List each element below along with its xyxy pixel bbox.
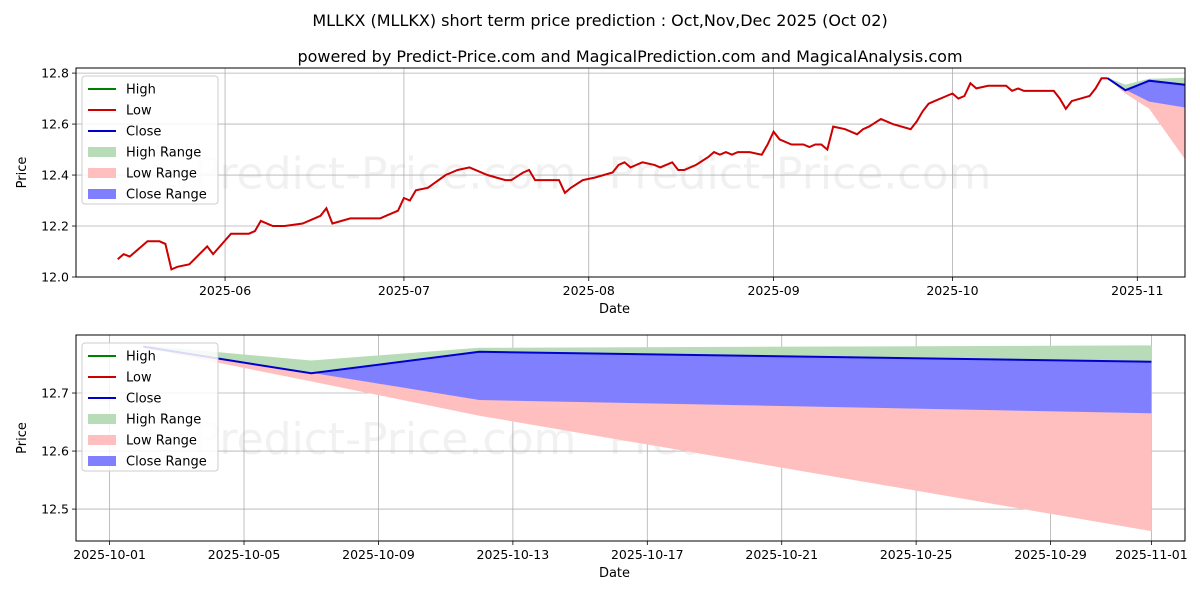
x-tick-label: 2025-11 <box>1111 283 1163 298</box>
legend-entry-label: Close <box>126 392 161 407</box>
legend: High Low Close High Range Low Range Close Ran… <box>81 342 219 472</box>
legend-entry-label: Low Range <box>126 434 197 449</box>
x-tick-label: 2025-11-01 <box>1115 547 1188 562</box>
y-tick-label: 12.0 <box>41 270 69 285</box>
y-tick-label: 12.6 <box>41 117 69 132</box>
plot-frame <box>75 334 1186 542</box>
chart-title: MLLKX (MLLKX) short term price predictio… <box>312 11 887 30</box>
y-tick-label: 12.5 <box>41 502 69 517</box>
x-tick-label: 2025-09 <box>747 283 799 298</box>
legend-entry-label: High Range <box>126 146 201 161</box>
watermark: Predict-Price.com Predict-Price.com <box>194 149 992 200</box>
legend-entry-label: High <box>126 350 156 365</box>
x-tick-label: 2025-08 <box>563 283 615 298</box>
plot-frame <box>75 67 1186 278</box>
x-tick-label: 2025-10-29 <box>1014 547 1087 562</box>
x-tick-label: 2025-10 <box>926 283 978 298</box>
watermark-text: Predict-Price.com <box>194 149 577 200</box>
x-tick-label: 2025-06 <box>199 283 251 298</box>
x-tick-label: 2025-10-09 <box>342 547 415 562</box>
x-tick-label: 2025-10-13 <box>477 547 550 562</box>
close-series-line <box>1106 77 1186 92</box>
x-tick-label: 2025-10-25 <box>880 547 953 562</box>
legend-entry-label: High <box>126 83 156 98</box>
close-range-band <box>1107 78 1185 108</box>
history-chart-panel: Predict-Price.com Predict-Price.com 2025-0… <box>15 66 1186 317</box>
y-axis-label: Price <box>15 422 30 454</box>
x-axis-label: Date <box>599 566 630 581</box>
legend-patch-swatch <box>88 456 116 466</box>
y-tick-label: 12.6 <box>41 444 69 459</box>
high-range-band <box>143 345 1152 374</box>
legend-entry-label: Close <box>126 125 161 140</box>
x-tick-label: 2025-07 <box>378 283 430 298</box>
forecast-chart-panel: Predict-Price.comPredict-Price.com2025-1… <box>15 334 1188 581</box>
legend-entry-label: Close Range <box>126 188 207 203</box>
legend-entry-label: Low <box>126 371 152 386</box>
y-tick-label: 12.8 <box>41 66 69 81</box>
x-tick-label: 2025-10-17 <box>611 547 684 562</box>
x-tick-label: 2025-10-21 <box>745 547 818 562</box>
legend-patch-swatch <box>88 414 116 424</box>
legend-patch-swatch <box>88 435 116 445</box>
y-tick-label: 12.4 <box>41 168 69 183</box>
legend-entry-label: Low <box>126 104 152 119</box>
low-series-line <box>117 77 1108 271</box>
legend-patch-swatch <box>88 147 116 157</box>
y-tick-label: 12.2 <box>41 219 69 234</box>
legend-entry-label: Low Range <box>126 167 197 182</box>
close-series-line <box>143 345 1152 375</box>
legend-entry-label: Close Range <box>126 455 207 470</box>
legend-patch-swatch <box>88 168 116 178</box>
legend-patch-swatch <box>88 189 116 199</box>
high-range-band <box>1107 77 1185 91</box>
legend-entry-label: High Range <box>126 413 201 428</box>
y-tick-label: 12.7 <box>41 386 69 401</box>
y-axis-label: Price <box>15 157 30 189</box>
x-tick-label: 2025-10-05 <box>208 547 281 562</box>
x-tick-label: 2025-10-01 <box>73 547 146 562</box>
chart-subtitle: powered by Predict-Price.com and Magical… <box>297 47 962 66</box>
watermark-text: Predict-Price.com <box>609 149 992 200</box>
legend: High Low Close High Range Low Range Close Ran… <box>81 75 219 205</box>
x-axis-label: Date <box>599 302 630 317</box>
